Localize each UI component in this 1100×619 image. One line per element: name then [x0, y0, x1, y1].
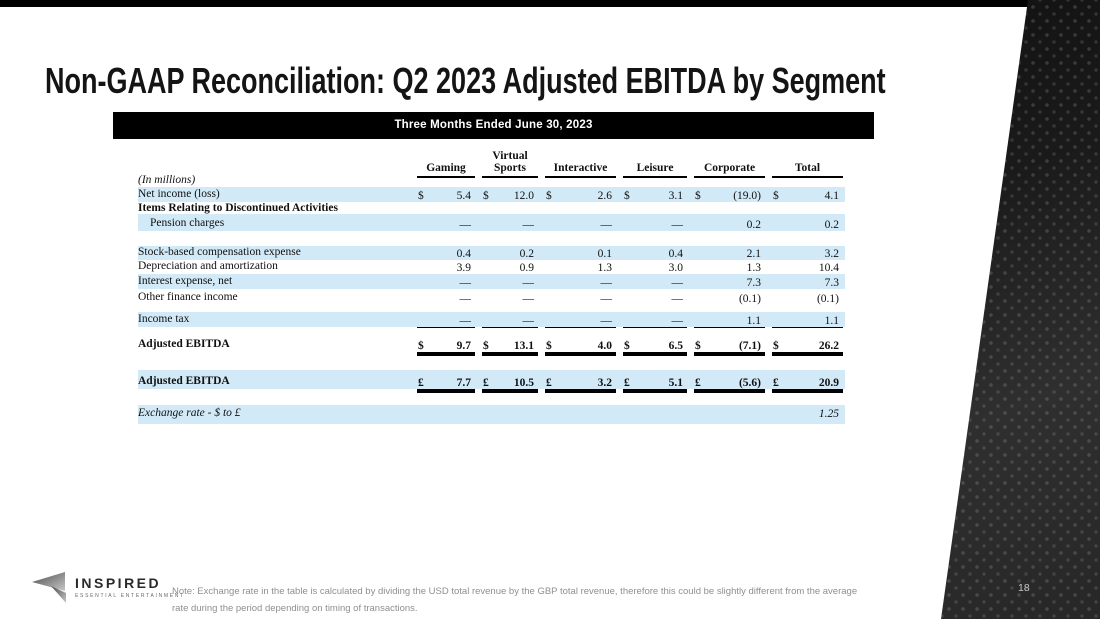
cell: 0.2 [824, 219, 839, 231]
cell: $ (19.0) [695, 190, 761, 202]
cell: $6.5 [616, 335, 687, 356]
column-header-virtual-sports: Virtual Sports [475, 141, 538, 178]
cell: $ (7.1) [687, 335, 765, 356]
cell: $3.1 [624, 190, 683, 202]
cell: 3.2 [824, 248, 839, 261]
table-header-row: Gaming Virtual Sports Interactive Leisur… [138, 141, 845, 178]
cell: — [600, 219, 613, 231]
reconciliation-table: Gaming Virtual Sports Interactive Leisur… [138, 141, 845, 424]
logo-arrow-icon [32, 572, 66, 603]
slide-title: Non-GAAP Reconciliation: Q2 2023 Adjuste… [45, 60, 886, 101]
row-adjusted-ebitda-usd: Adjusted EBITDA $9.7 $13.1 $4.0 $6.5 $ (7… [138, 335, 845, 356]
row-interest-expense: Interest expense, net — — — — 7.3 7.3 [138, 274, 845, 289]
cell: 0.9 [519, 262, 534, 275]
cell: — [522, 277, 535, 289]
cell: — [671, 219, 684, 231]
cell: £10.5 [475, 370, 538, 393]
cell: — [522, 293, 535, 305]
cell: — [600, 293, 613, 305]
page-number: 18 [1018, 582, 1030, 594]
top-accent-bar [0, 0, 1100, 7]
cell: 7.3 [824, 277, 839, 289]
row-other-finance-income: Other finance income — — — — (0.1) (0.1) [138, 289, 845, 305]
units-label: (In millions) [138, 174, 196, 186]
cell: (0.1) [738, 293, 761, 305]
column-header-corporate: Corporate [687, 141, 765, 178]
cell: £20.9 [765, 370, 843, 393]
cell: 0.4 [668, 248, 683, 261]
cell: $26.2 [765, 335, 843, 356]
table-period-banner: Three Months Ended June 30, 2023 [113, 112, 874, 139]
row-exchange-rate: Exchange rate - $ to £ 1.25 [138, 405, 845, 424]
row-income-tax: Income tax — — — — 1.1 1.1 [138, 312, 845, 328]
cell: 2.1 [746, 248, 761, 261]
cell: — [538, 312, 616, 328]
cell: — [522, 219, 535, 231]
cell: 0.2 [746, 219, 761, 231]
company-logo: INSPIRED ESSENTIAL ENTERTAINMENT [30, 571, 185, 603]
cell: $12.0 [483, 190, 534, 202]
row-adjusted-ebitda-gbp: Adjusted EBITDA £7.7 £10.5 £3.2 £5.1 £ (5… [138, 370, 845, 393]
cell: $2.6 [546, 190, 612, 202]
cell: £7.7 [410, 370, 475, 393]
cell: — [459, 277, 472, 289]
cell: $13.1 [475, 335, 538, 356]
spacer-row [138, 231, 845, 246]
cell: — [459, 219, 472, 231]
cell: £5.1 [616, 370, 687, 393]
spacer-row [138, 327, 845, 335]
cell: $9.7 [410, 335, 475, 356]
cell: £3.2 [538, 370, 616, 393]
row-discontinued-activities-heading: Items Relating to Discontinued Activitie… [138, 202, 338, 214]
row-net-income: Net income (loss) $5.4 $12.0 $2.6 $3.1 $… [138, 187, 845, 202]
column-header-leisure: Leisure [616, 141, 687, 178]
cell: 3.9 [456, 262, 471, 275]
cell: 0.4 [456, 248, 471, 261]
cell: $4.1 [773, 190, 839, 202]
cell: — [616, 312, 687, 328]
column-header-interactive: Interactive [538, 141, 616, 178]
cell: $4.0 [538, 335, 616, 356]
units-row: (In millions) [138, 174, 845, 187]
cell: 10.4 [818, 262, 839, 275]
cell: 7.3 [746, 277, 761, 289]
column-header-total: Total [765, 141, 843, 178]
logo-name: INSPIRED [75, 574, 162, 591]
cell: — [600, 277, 613, 289]
cell: 1.25 [818, 408, 839, 420]
row-depreciation-amortization: Depreciation and amortization 3.9 0.9 1.… [138, 260, 845, 274]
cell: — [671, 293, 684, 305]
cell: 1.3 [746, 262, 761, 275]
logo-tagline: ESSENTIAL ENTERTAINMENT [75, 592, 185, 599]
row-stock-based-compensation: Stock-based compensation expense 0.4 0.2… [138, 246, 845, 260]
footnote: Note: Exchange rate in the table is calc… [172, 586, 858, 614]
spacer-row [138, 305, 845, 312]
cell: $5.4 [418, 190, 471, 202]
cell: — [671, 277, 684, 289]
cell: 3.0 [668, 262, 683, 275]
cell: 0.2 [519, 248, 534, 261]
cell: — [410, 312, 475, 328]
cell: £ (5.6) [687, 370, 765, 393]
cell: 0.1 [597, 248, 612, 261]
cell: 1.1 [687, 312, 765, 328]
cell: (0.1) [816, 293, 839, 305]
row-pension-charges: Pension charges — — — — 0.2 0.2 [138, 214, 845, 231]
column-header-gaming: Gaming [410, 141, 475, 178]
cell: — [459, 293, 472, 305]
cell: 1.1 [765, 312, 843, 328]
side-decorative-panel: 18 [941, 0, 1100, 619]
cell: 1.3 [597, 262, 612, 275]
cell: — [475, 312, 538, 328]
